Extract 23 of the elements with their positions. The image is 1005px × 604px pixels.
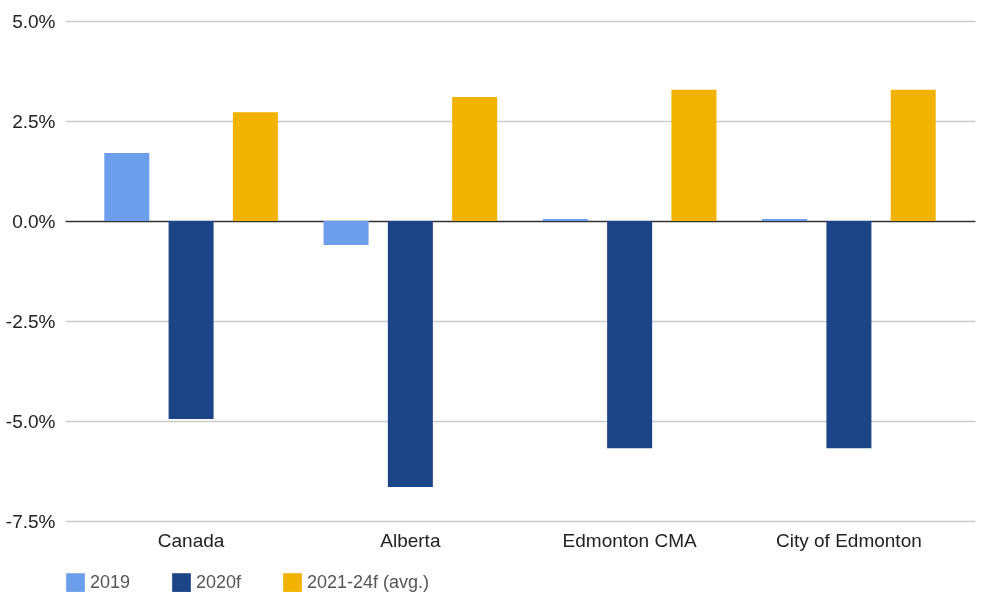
x-tick-label: Canada [157,529,225,551]
y-tick-label: -2.5% [5,310,56,332]
legend-label: 2021-24f (avg.) [307,571,430,592]
legend-label: 2020f [196,571,243,592]
x-tick-label: Alberta [380,529,441,551]
bar [168,221,214,419]
bar [232,112,278,221]
y-tick-label: -5.0% [5,410,56,432]
bar [890,89,936,221]
bar [104,153,150,221]
x-tick-label: Edmonton CMA [562,529,698,551]
y-tick-label: -7.5% [5,510,56,532]
y-tick-label: 2.5% [12,110,56,132]
bar [607,221,653,449]
bar [826,221,872,449]
bar [452,97,498,221]
legend-label: 2019 [90,571,131,592]
y-tick-label: 0.0% [12,210,56,232]
bar [323,221,369,245]
bar [387,221,433,487]
y-tick-label: 5.0% [12,10,56,32]
x-tick-label: City of Edmonton [776,529,922,551]
bar [671,89,717,221]
